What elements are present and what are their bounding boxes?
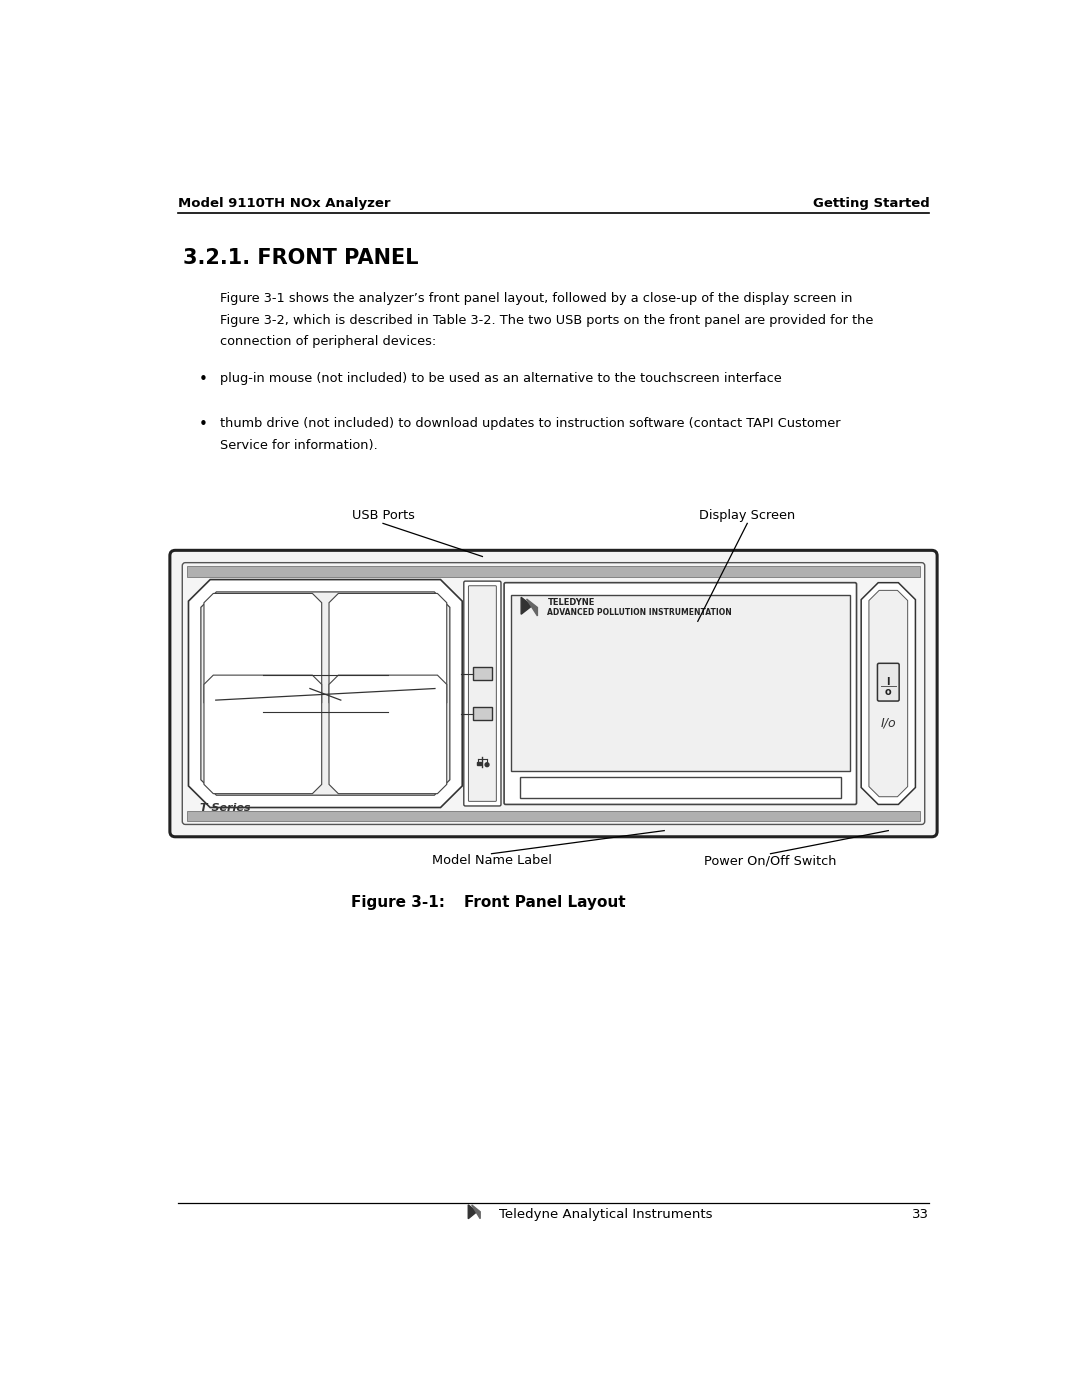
Text: Figure 3-2, which is described in Table 3-2. The two USB ports on the front pane: Figure 3-2, which is described in Table … [220, 314, 874, 327]
Text: T Series: T Series [200, 803, 251, 813]
Polygon shape [469, 1204, 476, 1218]
Text: connection of peripheral devices:: connection of peripheral devices: [220, 335, 436, 348]
Bar [511, 595, 850, 771]
Bar [187, 566, 920, 577]
Text: I/o: I/o [880, 717, 896, 729]
Text: •: • [199, 418, 207, 432]
Bar [519, 778, 841, 798]
Text: Display Screen: Display Screen [699, 509, 795, 522]
Bar [477, 761, 481, 766]
Polygon shape [527, 599, 538, 616]
Polygon shape [329, 594, 447, 712]
Circle shape [485, 763, 489, 767]
Text: •: • [199, 373, 207, 387]
Text: I: I [887, 678, 890, 687]
Text: Getting Started: Getting Started [812, 197, 930, 210]
Bar [473, 707, 491, 721]
Text: USB Ports: USB Ports [352, 509, 415, 522]
Text: o: o [885, 686, 892, 697]
Polygon shape [522, 598, 532, 615]
Polygon shape [869, 591, 907, 796]
FancyBboxPatch shape [504, 583, 856, 805]
Polygon shape [329, 675, 447, 793]
Text: plug-in mouse (not included) to be used as an alternative to the touchscreen int: plug-in mouse (not included) to be used … [220, 373, 782, 386]
Text: Model 9110TH NOx Analyzer: Model 9110TH NOx Analyzer [177, 197, 390, 210]
Bar [187, 810, 920, 821]
FancyBboxPatch shape [463, 581, 501, 806]
Polygon shape [204, 675, 322, 793]
Text: TELEDYNE: TELEDYNE [548, 598, 595, 608]
Text: Figure 3-1 shows the analyzer’s front panel layout, followed by a close-up of th: Figure 3-1 shows the analyzer’s front pa… [220, 292, 853, 306]
Text: thumb drive (not included) to download updates to instruction software (contact : thumb drive (not included) to download u… [220, 418, 840, 430]
Bar [473, 668, 491, 680]
FancyBboxPatch shape [469, 585, 497, 802]
Polygon shape [189, 580, 462, 807]
Text: 3.2.1. FRONT PANEL: 3.2.1. FRONT PANEL [183, 249, 419, 268]
Text: Service for information).: Service for information). [220, 440, 378, 453]
Text: Model Name Label: Model Name Label [432, 855, 552, 868]
Polygon shape [472, 1204, 481, 1218]
Polygon shape [204, 594, 322, 712]
Text: Power On/Off Switch: Power On/Off Switch [704, 855, 837, 868]
FancyBboxPatch shape [170, 550, 937, 837]
FancyBboxPatch shape [877, 664, 900, 701]
Polygon shape [861, 583, 916, 805]
Text: Figure 3-1:: Figure 3-1: [351, 894, 445, 909]
Text: Teledyne Analytical Instruments: Teledyne Analytical Instruments [499, 1208, 713, 1221]
Text: ADVANCED POLLUTION INSTRUMENTATION: ADVANCED POLLUTION INSTRUMENTATION [548, 608, 732, 617]
Text: 33: 33 [913, 1208, 930, 1221]
Polygon shape [201, 592, 450, 795]
Text: Front Panel Layout: Front Panel Layout [464, 894, 625, 909]
